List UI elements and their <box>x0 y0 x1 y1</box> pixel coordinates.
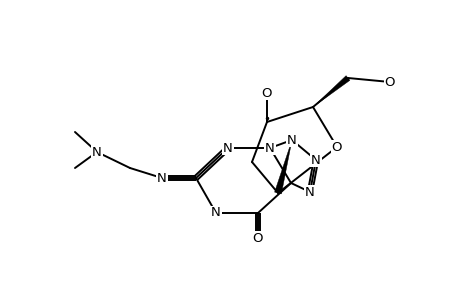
Text: O: O <box>384 76 394 88</box>
Text: N: N <box>157 172 167 184</box>
Text: N: N <box>211 206 220 220</box>
Text: N: N <box>223 142 232 154</box>
Text: N: N <box>264 142 274 154</box>
Text: N: N <box>286 134 296 146</box>
Polygon shape <box>274 140 291 194</box>
Text: N: N <box>310 154 320 166</box>
Text: N: N <box>304 185 314 199</box>
Text: N: N <box>92 146 101 158</box>
Text: O: O <box>261 86 272 100</box>
Text: O: O <box>252 232 263 244</box>
Polygon shape <box>312 76 349 107</box>
Text: O: O <box>331 140 341 154</box>
